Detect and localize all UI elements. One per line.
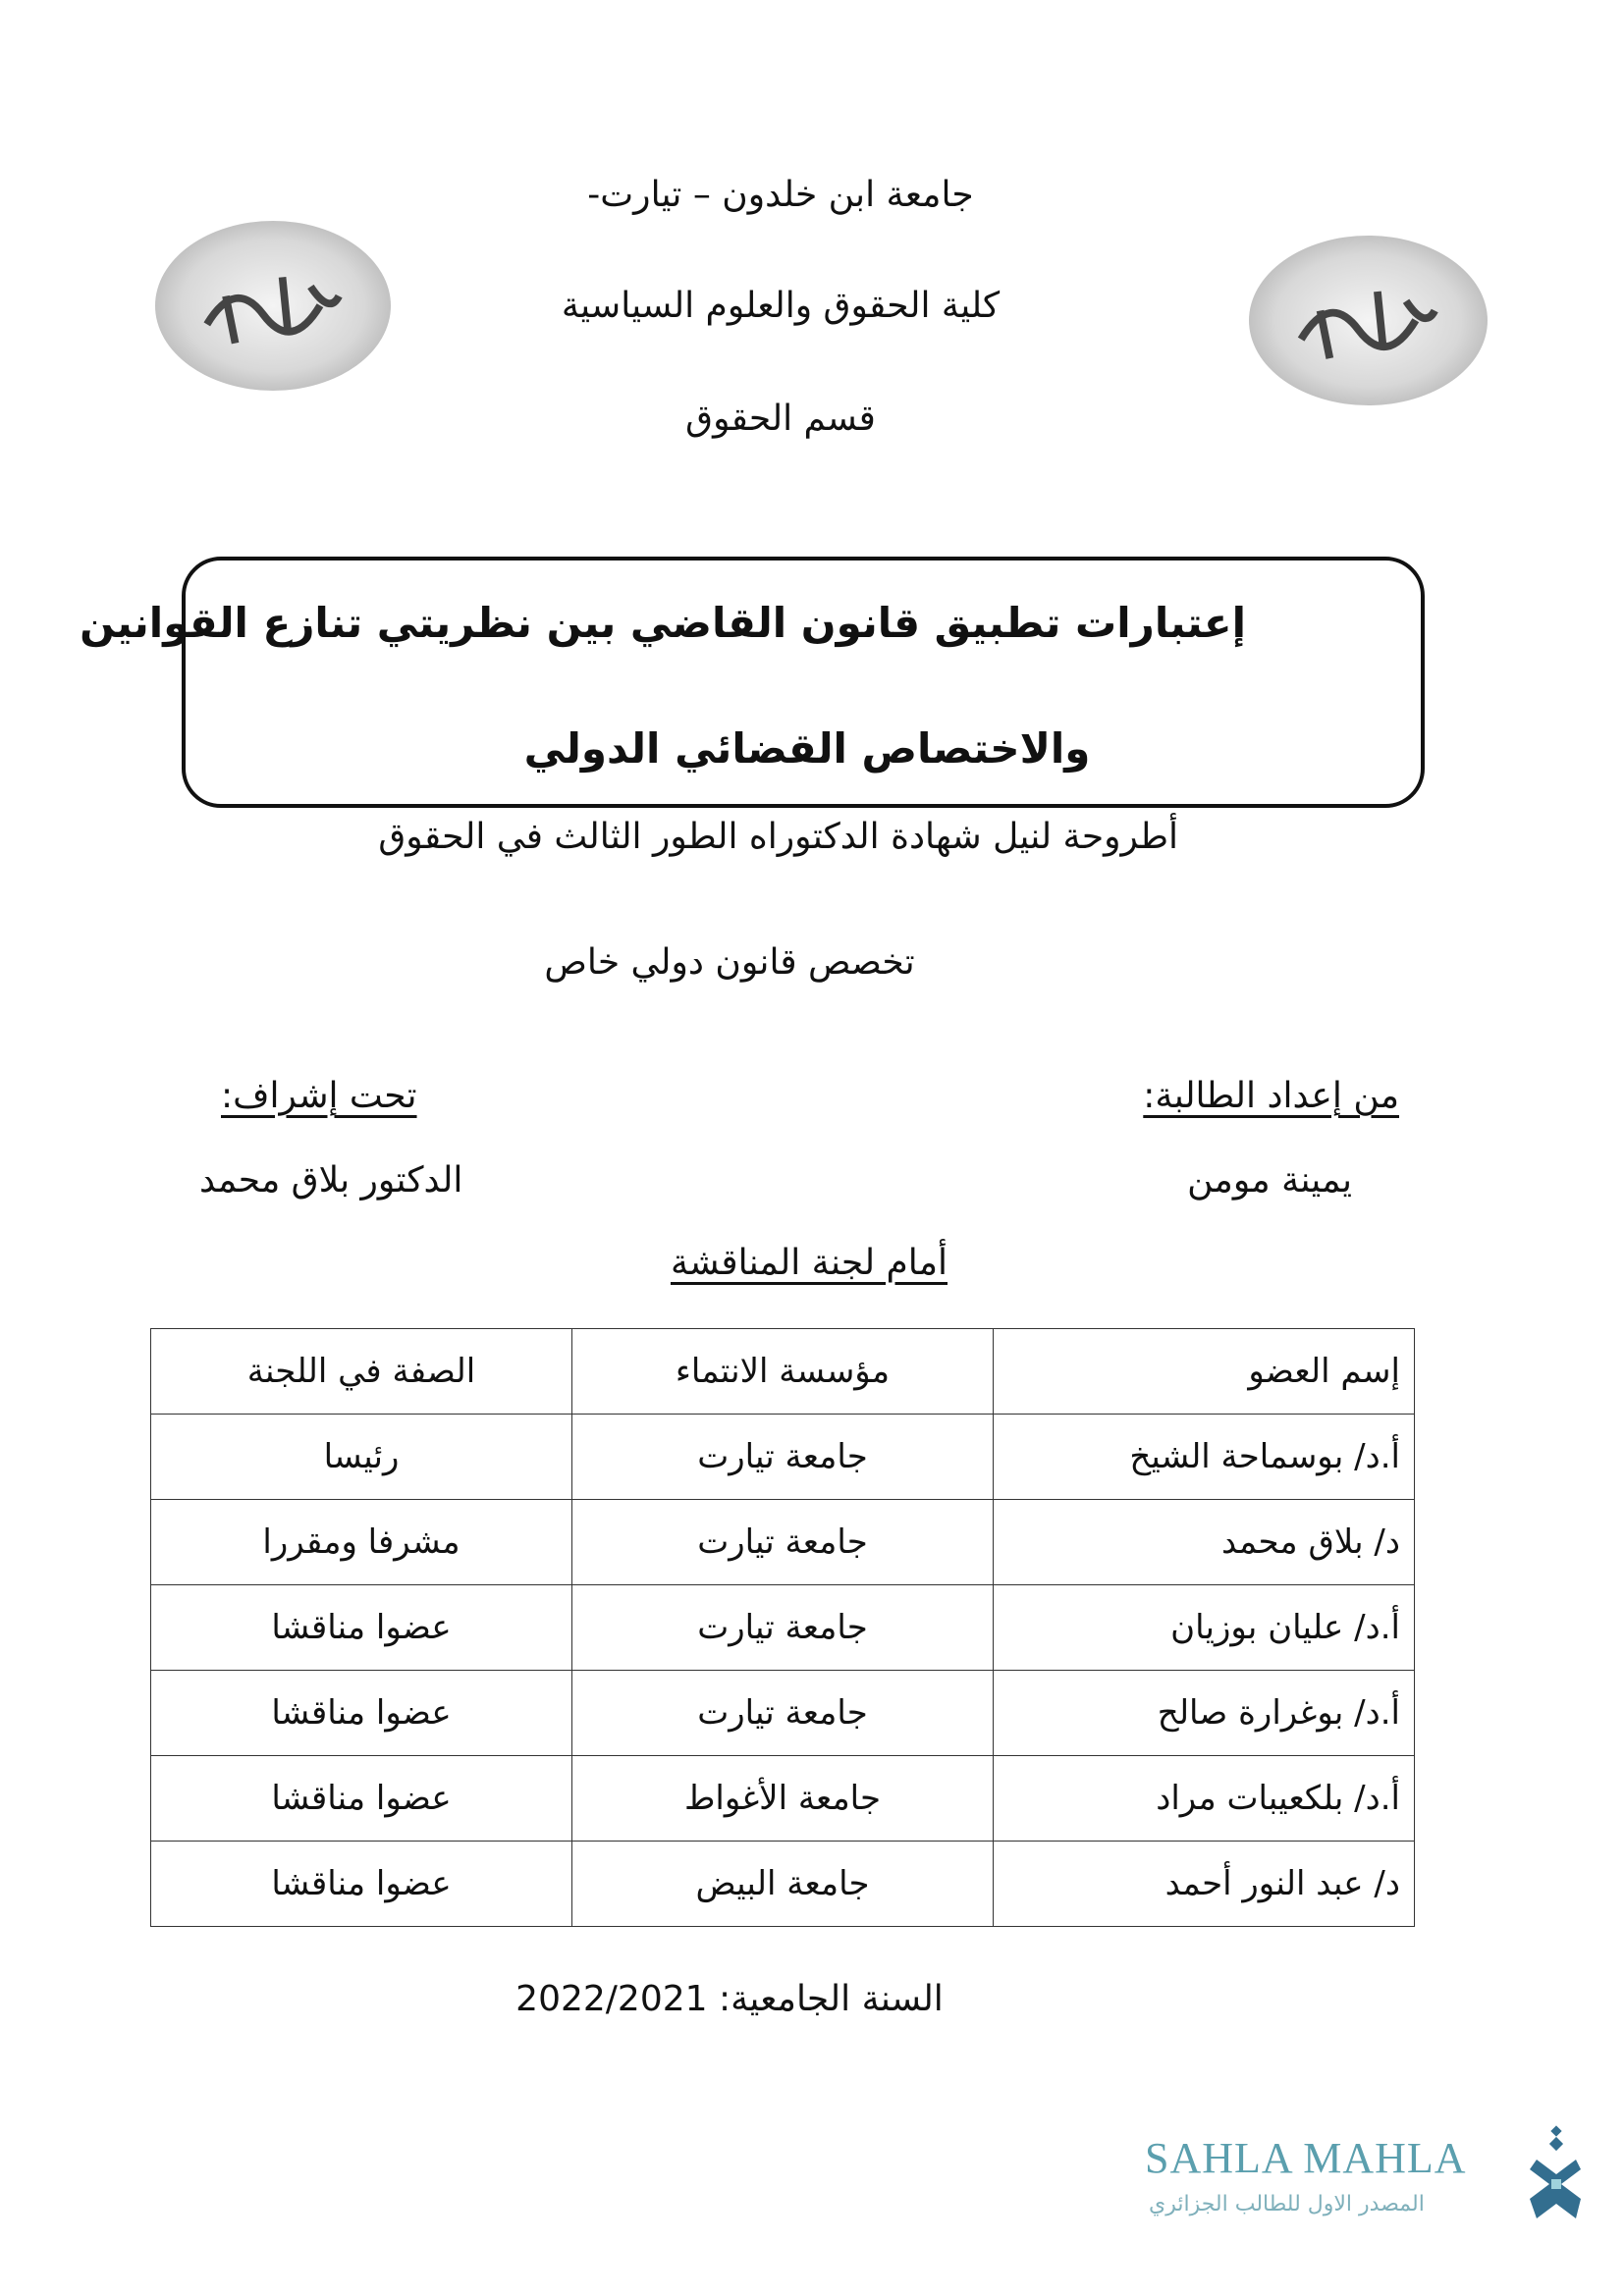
academic-year: السنة الجامعية: 2022/2021 bbox=[515, 1979, 944, 2019]
column-header-institution: مؤسسة الانتماء bbox=[571, 1328, 994, 1415]
member-role: عضوا مناقشا bbox=[150, 1755, 572, 1842]
table-header-row: إسم العضو مؤسسة الانتماء الصفة في اللجنة bbox=[150, 1328, 1415, 1415]
member-role: عضوا مناقشا bbox=[150, 1841, 572, 1927]
member-name: أ.د/ بلكعيبات مراد bbox=[993, 1755, 1415, 1842]
member-institution: جامعة البيض bbox=[571, 1841, 994, 1927]
table-row: أ.د/ بلكعيبات مراد جامعة الأغواط عضوا مناق… bbox=[150, 1755, 1415, 1842]
thesis-title-line1: إعتبارات تطبيق قانون القاضي بين نظريتي ت… bbox=[80, 599, 1246, 647]
logo-calligraphy-icon bbox=[203, 277, 343, 345]
university-name: جامعة ابن خلدون – تيارت- bbox=[587, 175, 974, 215]
thesis-title-line2: والاختصاص القضائي الدولي bbox=[523, 724, 1091, 773]
table-row: أ.د/ عليان بوزيان جامعة تيارت عضوا مناقشا bbox=[150, 1584, 1415, 1671]
supervisor-label: تحت إشراف: bbox=[221, 1076, 417, 1116]
watermark-brand: SAHLA MAHLA bbox=[1145, 2134, 1467, 2182]
member-institution: جامعة تيارت bbox=[571, 1670, 994, 1756]
member-name: أ.د/ بوغرارة صالح bbox=[993, 1670, 1415, 1756]
member-name: أ.د/ عليان بوزيان bbox=[993, 1584, 1415, 1671]
table-row: أ.د/ بوسماحة الشيخ جامعة تيارت رئيسا bbox=[150, 1414, 1415, 1500]
supervisor-name: الدكتور بلاق محمد bbox=[199, 1160, 463, 1201]
sahla-mahla-watermark: SAHLA MAHLA المصدر الاول للطالب الجزائري bbox=[1139, 2125, 1591, 2233]
logo-calligraphy-icon bbox=[1298, 291, 1439, 360]
sahla-mahla-logo-icon bbox=[1530, 2125, 1581, 2218]
table-row: د/ عبد النور أحمد جامعة البيض عضوا مناقشا bbox=[150, 1841, 1415, 1927]
member-name: د/ عبد النور أحمد bbox=[993, 1841, 1415, 1927]
university-logo-left bbox=[155, 221, 391, 391]
member-name: د/ بلاق محمد bbox=[993, 1499, 1415, 1585]
degree-text: أطروحة لنيل شهادة الدكتوراه الطور الثالث… bbox=[378, 817, 1178, 857]
thesis-title-box bbox=[182, 557, 1425, 808]
member-role: عضوا مناقشا bbox=[150, 1670, 572, 1756]
member-institution: جامعة الأغواط bbox=[571, 1755, 994, 1842]
member-role: رئيسا bbox=[150, 1414, 572, 1500]
member-institution: جامعة تيارت bbox=[571, 1499, 994, 1585]
member-name: أ.د/ بوسماحة الشيخ bbox=[993, 1414, 1415, 1500]
watermark-tagline: المصدر الاول للطالب الجزائري bbox=[1149, 2192, 1425, 2216]
member-role: مشرفا ومقررا bbox=[150, 1499, 572, 1585]
student-label: من إعداد الطالبة: bbox=[1143, 1076, 1399, 1116]
department-name: قسم الحقوق bbox=[685, 399, 876, 439]
university-logo-right bbox=[1249, 236, 1488, 405]
committee-table: إسم العضو مؤسسة الانتماء الصفة في اللجنة… bbox=[150, 1328, 1415, 1927]
faculty-name: كلية الحقوق والعلوم السياسية bbox=[561, 286, 1001, 326]
member-institution: جامعة تيارت bbox=[571, 1584, 994, 1671]
specialty-text: تخصص قانون دولي خاص bbox=[544, 942, 915, 983]
member-institution: جامعة تيارت bbox=[571, 1414, 994, 1500]
column-header-member: إسم العضو bbox=[993, 1328, 1415, 1415]
column-header-role: الصفة في اللجنة bbox=[150, 1328, 572, 1415]
committee-heading: أمام لجنة المناقشة bbox=[670, 1243, 948, 1283]
student-name: يمينة مومن bbox=[1187, 1160, 1352, 1201]
table-row: أ.د/ بوغرارة صالح جامعة تيارت عضوا مناقشا bbox=[150, 1670, 1415, 1756]
member-role: عضوا مناقشا bbox=[150, 1584, 572, 1671]
table-row: د/ بلاق محمد جامعة تيارت مشرفا ومقررا bbox=[150, 1499, 1415, 1585]
